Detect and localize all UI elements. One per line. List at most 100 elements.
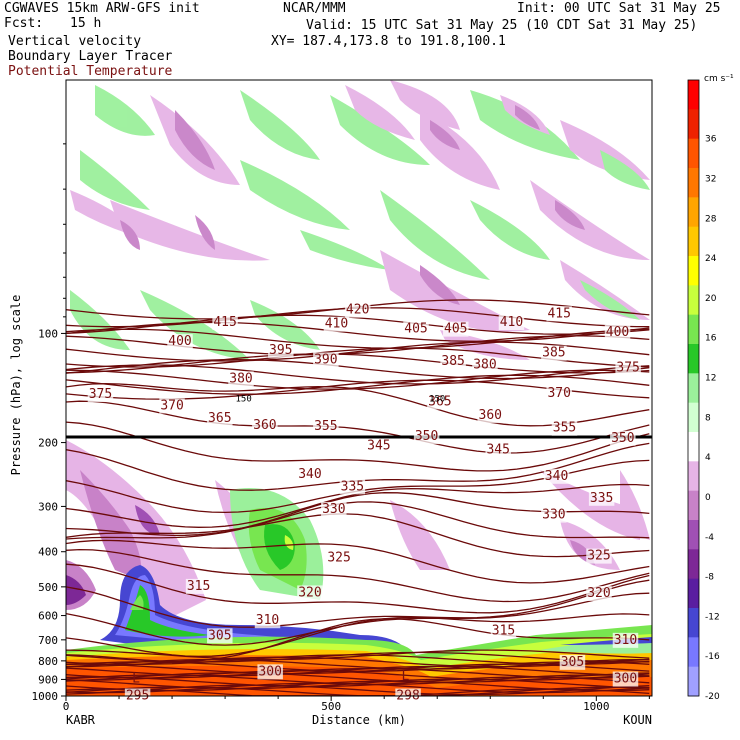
theta-contour-label: 410 xyxy=(325,317,348,332)
theta-label-bg xyxy=(546,386,572,402)
colorbar-swatch xyxy=(688,637,699,668)
colorbar-swatch xyxy=(688,373,699,404)
theta-label-bg xyxy=(440,353,466,369)
theta-contour-label: 340 xyxy=(545,469,568,484)
colorbar-swatch xyxy=(688,168,699,198)
theta-contour-line xyxy=(66,358,650,380)
theta-label-bg xyxy=(443,321,469,337)
colorbar-swatch xyxy=(688,314,699,345)
colorbar-level-label: 36 xyxy=(705,135,717,145)
theta-contour-label: 415 xyxy=(213,315,236,330)
theta-contour-label: 385 xyxy=(441,354,464,369)
colorbar-level-label: 32 xyxy=(705,175,716,185)
theta-contour-label: 360 xyxy=(253,418,276,433)
theta-contour-line xyxy=(66,501,650,540)
theta-contour-line xyxy=(66,421,650,472)
valid-time: Valid: 15 UTC Sat 31 May 25 (10 CDT Sat … xyxy=(306,18,698,33)
theta-contour-line xyxy=(66,676,650,688)
theta-label-bg xyxy=(254,613,281,629)
theta-label-bg xyxy=(167,334,193,350)
colorbar-swatch xyxy=(688,549,699,580)
theta-contour-label: 345 xyxy=(367,439,390,454)
theta-contour-label: 330 xyxy=(322,502,345,517)
theta-contour-label: 400 xyxy=(606,325,629,340)
theta-contour-label: 320 xyxy=(587,586,610,601)
colorbar-frame xyxy=(687,79,700,697)
theta-contour-label: 310 xyxy=(614,633,637,648)
colorbar-swatch xyxy=(688,226,699,257)
colorbar-level-label: -12 xyxy=(705,612,720,622)
theta-contour-label: 385 xyxy=(542,346,565,361)
theta-label-bg xyxy=(546,306,572,322)
theta-contour-label: 380 xyxy=(473,358,496,373)
colorbar-swatch xyxy=(688,344,699,374)
colorbar-level-label: -8 xyxy=(705,573,714,583)
colorbar-level-label: 8 xyxy=(705,413,711,423)
y-tick-label: 400 xyxy=(38,546,58,559)
left-station-label: KABR xyxy=(66,713,96,727)
theta-contour-line xyxy=(66,658,650,670)
theta-contour-label: 325 xyxy=(587,549,610,564)
theta-label-bg xyxy=(413,429,440,445)
theta-label-bg xyxy=(87,387,114,403)
theta-contour-label: 335 xyxy=(590,491,613,506)
colorbar-level-label: 16 xyxy=(705,334,717,344)
colorbar-swatch xyxy=(688,109,699,140)
y-tick-label: 800 xyxy=(38,655,58,668)
theta-label-bg xyxy=(228,371,254,387)
theta-contour-label: 365 xyxy=(428,394,451,409)
theta-contour-label: 350 xyxy=(611,431,634,446)
theta-label-bg xyxy=(268,342,294,358)
y-tick-label: 1000 xyxy=(32,690,59,703)
theta-contour-line xyxy=(66,649,650,661)
theta-contour-label: 405 xyxy=(404,322,427,337)
theta-contour-line xyxy=(66,314,650,335)
colorbar-swatch xyxy=(688,490,699,521)
right-station-label: KOUN xyxy=(623,713,652,727)
theta-contour-line xyxy=(66,663,650,675)
colorbar-swatch xyxy=(688,402,699,433)
theta-contour-label: 300 xyxy=(614,672,637,687)
theta-label-bg xyxy=(326,550,352,566)
theta-label-bg xyxy=(541,345,567,361)
theta-contour-line xyxy=(66,335,650,356)
model-title: CGWAVES 15km ARW-GFS init xyxy=(4,1,200,16)
cross-section-endpoints: XY= 187.4,173.8 to 191.8,100.1 xyxy=(271,34,506,49)
chart-annotation: 150 xyxy=(236,394,252,404)
theta-contour-line xyxy=(66,670,650,681)
center-label: NCAR/MMM xyxy=(283,1,346,16)
colorbar-level-label: 28 xyxy=(705,214,717,224)
forecast-label: Fcst: xyxy=(4,16,44,31)
theta-contour-line xyxy=(66,592,650,646)
theta-label-bg xyxy=(427,394,453,410)
theta-contour-label: 400 xyxy=(168,334,191,349)
theta-contour-label: 350 xyxy=(415,429,438,444)
theta-contour-label: 300 xyxy=(258,664,281,679)
theta-contour-label: 340 xyxy=(298,467,321,482)
theta-contour-line xyxy=(66,613,650,658)
theta-label-bg xyxy=(559,654,586,670)
x-tick-label: 500 xyxy=(321,700,341,713)
theta-contour-line xyxy=(66,364,650,385)
theta-contour-label: 315 xyxy=(492,624,515,639)
colorbar-level-label: -16 xyxy=(705,652,720,662)
contour-labels: 420 415 415 410 410 405 405 400 400 395 390 385 385 3… xyxy=(87,302,641,704)
y-tick-label: 700 xyxy=(38,634,58,647)
theta-contour-line xyxy=(66,341,650,362)
theta-label-bg xyxy=(485,442,511,458)
theta-contour-line xyxy=(66,579,650,628)
theta-contour-label: 375 xyxy=(616,360,639,375)
theta-contour-label: 305 xyxy=(561,655,584,670)
theta-label-bg xyxy=(403,321,429,337)
theta-contour-label: 380 xyxy=(229,371,252,386)
theta-label-bg xyxy=(610,430,636,446)
colorbar-level-label: -4 xyxy=(705,533,714,543)
theta-label-bg xyxy=(541,507,567,523)
theta-label-bg xyxy=(551,420,578,436)
colorbar-swatch xyxy=(688,461,699,492)
theta-contour-label: 370 xyxy=(160,398,183,413)
theta-label-bg xyxy=(321,502,347,518)
theta-contour-label: 365 xyxy=(208,411,231,426)
field-boundary-layer-tracer: Boundary Layer Tracer xyxy=(8,49,173,64)
field-vertical-velocity: Vertical velocity xyxy=(8,34,142,49)
